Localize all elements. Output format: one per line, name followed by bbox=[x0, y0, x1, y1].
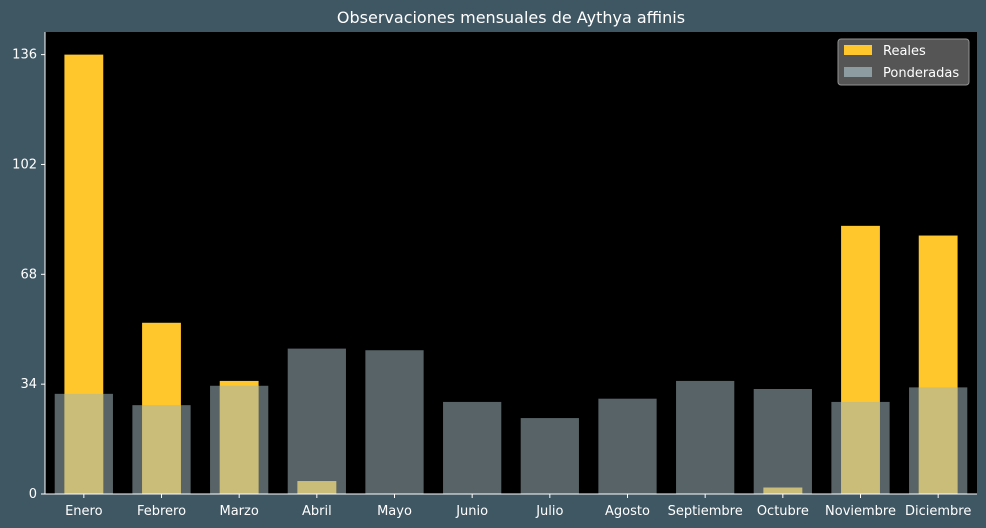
y-tick-label-34: 34 bbox=[20, 377, 37, 392]
legend-swatch-ponderadas bbox=[844, 67, 872, 77]
x-tick-label-febrero: Febrero bbox=[137, 504, 186, 519]
plot-area bbox=[45, 32, 977, 494]
bar-overlap-marzo bbox=[219, 385, 259, 494]
x-tick-label-noviembre: Noviembre bbox=[825, 504, 896, 519]
x-tick-label-abril: Abril bbox=[302, 504, 332, 519]
x-tick-label-julio: Julio bbox=[535, 504, 563, 519]
bar-ponderadas-abril bbox=[287, 348, 346, 494]
legend-label-reales: Reales bbox=[883, 44, 926, 59]
legend-swatch-reales bbox=[844, 45, 872, 55]
x-tick-label-marzo: Marzo bbox=[220, 504, 259, 519]
x-tick-label-octubre: Octubre bbox=[757, 504, 809, 519]
x-tick-label-agosto: Agosto bbox=[605, 504, 650, 519]
bar-overlap-enero bbox=[64, 393, 104, 494]
y-tick-label-102: 102 bbox=[12, 157, 37, 172]
y-tick-label-136: 136 bbox=[12, 48, 37, 63]
bar-ponderadas-junio bbox=[443, 401, 502, 494]
y-axis: 0 34 68 102 136 bbox=[12, 32, 46, 502]
chart-title: Observaciones mensuales de Aythya affini… bbox=[337, 8, 685, 27]
bar-ponderadas-octubre bbox=[753, 389, 812, 494]
x-tick-label-junio: Junio bbox=[455, 504, 488, 519]
y-tick-label-0: 0 bbox=[29, 487, 37, 502]
legend-label-ponderadas: Ponderadas bbox=[883, 66, 959, 81]
x-tick-label-mayo: Mayo bbox=[377, 504, 412, 519]
legend: Reales Ponderadas bbox=[837, 38, 970, 86]
bar-ponderadas-mayo bbox=[365, 350, 424, 494]
x-tick-label-enero: Enero bbox=[65, 504, 103, 519]
bar-overlap-octubre bbox=[763, 487, 803, 494]
y-tick-label-68: 68 bbox=[20, 267, 37, 282]
bar-ponderadas-julio bbox=[520, 418, 579, 494]
bar-ponderadas-agosto bbox=[598, 398, 657, 494]
bar-ponderadas-septiembre bbox=[676, 380, 735, 494]
bar-overlap-abril bbox=[297, 481, 337, 494]
bar-overlap-diciembre bbox=[918, 387, 958, 494]
bar-overlap-noviembre bbox=[841, 401, 880, 494]
x-axis: Enero Febrero Marzo Abril Mayo Junio Julio Agos… bbox=[45, 493, 977, 519]
series-reales bbox=[64, 54, 958, 495]
x-tick-label-diciembre: Diciembre bbox=[905, 504, 971, 519]
bar-overlap-febrero bbox=[142, 405, 181, 494]
x-tick-label-septiembre: Septiembre bbox=[668, 504, 743, 519]
